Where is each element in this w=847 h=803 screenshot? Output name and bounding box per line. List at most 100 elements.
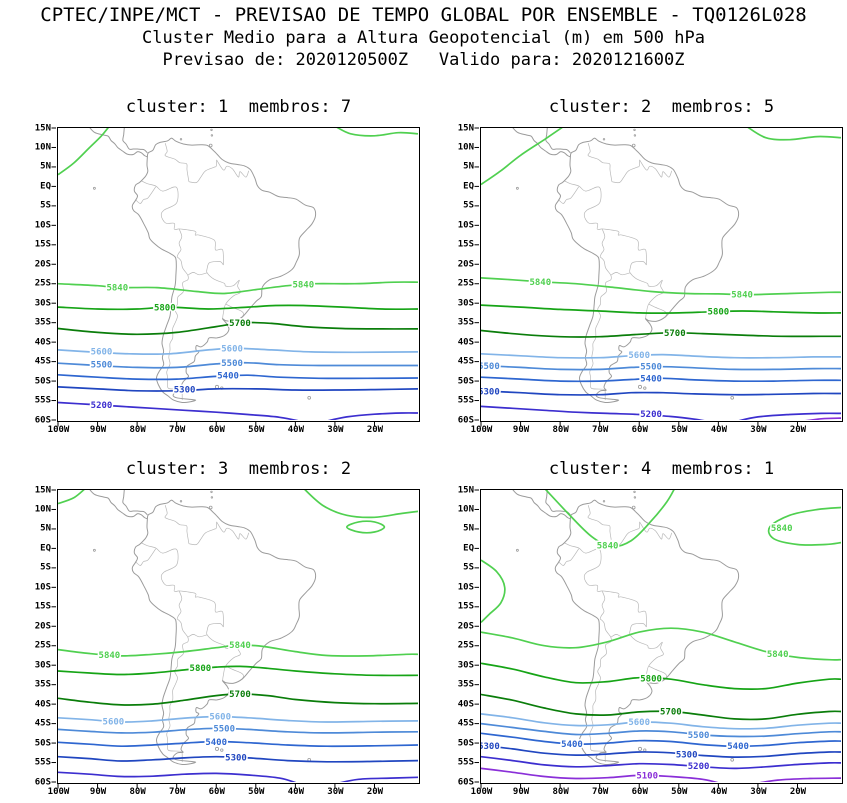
contour-label-5600: 5600 [91, 348, 113, 358]
lon-tick-label: 30W [327, 787, 344, 797]
lon-tick-label: 70W [169, 787, 186, 797]
island-dot [633, 490, 636, 494]
coastline [512, 128, 571, 158]
lat-tick-label: EQ [463, 543, 474, 554]
lon-tick-label: 90W [512, 425, 530, 435]
lat-tick-label: 10S [34, 582, 51, 593]
island-dot [633, 496, 637, 499]
country-border-line [639, 159, 673, 178]
contour-label-5840: 5840 [229, 641, 251, 651]
country-border-line [179, 228, 224, 266]
lat-tick-label: EQ [40, 543, 51, 554]
lat-tick-label: 50S [34, 376, 51, 387]
coastline [122, 128, 148, 154]
lat-tick-label: 55S [34, 395, 51, 406]
contour-5200 [339, 776, 418, 782]
coastline [554, 499, 740, 766]
country-border-line [141, 542, 180, 592]
country-border-line [206, 630, 241, 681]
panel-cluster-1: cluster: 1 membros: 7 15N 10N 5N EQ 5S 10S 15S… [0, 95, 423, 437]
country-border-line [164, 143, 190, 182]
map-plot: 15N 10N 5N EQ 5S 10S 15S 20S 25S 30S 35S 40S 45S 50S 5… [452, 124, 847, 427]
island-dot [643, 386, 647, 390]
island-dot [602, 138, 606, 141]
country-border-line [141, 180, 180, 230]
island-dot [637, 384, 642, 389]
contour-5300 [481, 389, 841, 396]
country-border-line [589, 618, 612, 753]
lat-tick-label: 15S [34, 601, 51, 612]
contour-label-5500: 5500 [213, 725, 235, 735]
lon-tick-label: 80W [552, 787, 569, 797]
island-dot [307, 395, 312, 400]
contour-label-5800: 5800 [154, 304, 176, 314]
lat-tick-label: 45S [457, 718, 474, 729]
lat-tick-label: 20S [457, 259, 474, 270]
contour-5840 [58, 281, 418, 295]
coastline [89, 128, 148, 158]
lat-tick-label: 15S [457, 601, 474, 612]
lat-tick-label: 10N [34, 504, 51, 515]
lat-tick-label: 25S [34, 278, 51, 289]
lat-tick-label: 50S [457, 376, 474, 387]
island-dot [93, 186, 96, 190]
lat-tick-label: 50S [34, 738, 51, 749]
contour-label-5840: 5840 [597, 541, 619, 551]
contour-label-5700: 5700 [660, 708, 682, 718]
contour-label-5600: 5600 [628, 351, 650, 361]
contour-5840 [747, 128, 841, 141]
title-line-1: CPTEC/INPE/MCT - PREVISAO DE TEMPO GLOBA… [40, 4, 807, 26]
country-border-line [135, 186, 156, 204]
island-dot [179, 138, 183, 141]
contour-label-5200: 5200 [688, 762, 710, 772]
lat-axis: 15N 10N 5N EQ 5S 10S 15S 20S 25S 30S 35S 40S 45S 50S 5… [29, 124, 57, 425]
contour-map-svg: 5840 5840 5800 5700 5600 5600 5500 5500 5400 5300… [51, 127, 418, 427]
contour-5600 [481, 352, 841, 359]
title-line-2: Cluster Medio para a Altura Geopotencial… [142, 28, 705, 48]
contour-label-5300: 5300 [676, 750, 698, 760]
island-dot [210, 134, 214, 137]
lat-axis: 15N 10N 5N EQ 5S 10S 15S 20S 25S 30S 35S 40S 45S 50S 5… [29, 486, 57, 787]
island-dot [730, 395, 735, 400]
contour-5700 [481, 329, 841, 338]
lat-tick-label: 20S [34, 259, 51, 270]
panel-grid: cluster: 1 membros: 7 15N 10N 5N EQ 5S 10S 15S… [0, 95, 847, 799]
map-plot: 15N 10N 5N EQ 5S 10S 15S 20S 25S 30S 35S 40S 45S 50S 5… [29, 124, 423, 427]
map-plot: 15N 10N 5N EQ 5S 10S 15S 20S 25S 30S 35S 40S 45S 50S 5… [29, 486, 423, 789]
contour-5840 [481, 559, 506, 624]
contour-5100 [481, 767, 719, 782]
lat-tick-label: 5N [463, 161, 474, 172]
contour-label-5300: 5300 [478, 388, 500, 398]
island-dot [208, 143, 213, 148]
lat-tick-label: 60S [457, 777, 474, 787]
island-dot [631, 143, 636, 148]
lat-tick-label: 25S [457, 640, 474, 651]
lon-tick-label: 60W [631, 787, 648, 797]
contour-label-5400: 5400 [640, 375, 662, 385]
contour-5700 [58, 321, 418, 336]
lat-tick-label: 5S [40, 200, 51, 211]
lat-tick-label: 20S [457, 621, 474, 632]
country-border-line [564, 180, 603, 230]
country-border-line [611, 159, 640, 184]
lat-tick-label: 55S [457, 757, 474, 768]
contour-5300 [481, 744, 841, 758]
contour-5200 [481, 755, 841, 770]
contour-5800 [481, 662, 841, 691]
contour-label-5840: 5840 [771, 524, 793, 534]
island-dot [179, 500, 183, 503]
contour-5600 [58, 347, 418, 356]
country-border-line [187, 634, 208, 638]
island-dot [633, 134, 637, 137]
contour-label-5700: 5700 [229, 319, 251, 329]
country-border-line [225, 303, 244, 318]
lon-tick-label: 80W [129, 787, 146, 797]
contour-5200 [327, 412, 418, 420]
country-border-line [587, 143, 613, 182]
lon-tick-label: 20W [789, 787, 807, 797]
lat-tick-label: 30S [34, 298, 51, 309]
lon-tick-label: 50W [671, 425, 688, 435]
contour-label-5500: 5500 [91, 361, 113, 371]
contour-label-5800: 5800 [640, 674, 662, 684]
